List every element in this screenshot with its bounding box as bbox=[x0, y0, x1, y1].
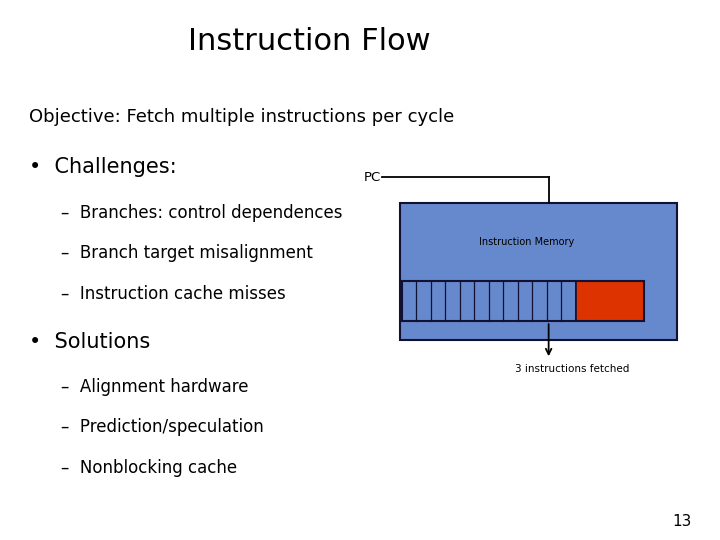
Text: –  Alignment hardware: – Alignment hardware bbox=[61, 378, 248, 396]
Bar bbox=[576, 281, 644, 321]
Text: 3 instructions fetched: 3 instructions fetched bbox=[516, 364, 629, 375]
Text: Objective: Fetch multiple instructions per cycle: Objective: Fetch multiple instructions p… bbox=[29, 108, 454, 126]
Text: •  Solutions: • Solutions bbox=[29, 332, 150, 352]
Text: –  Prediction/speculation: – Prediction/speculation bbox=[61, 418, 264, 436]
Text: 13: 13 bbox=[672, 514, 691, 529]
Text: –  Branches: control dependences: – Branches: control dependences bbox=[61, 204, 343, 221]
Text: –  Nonblocking cache: – Nonblocking cache bbox=[61, 459, 238, 477]
Text: PC: PC bbox=[364, 171, 381, 184]
Bar bbox=[402, 281, 644, 321]
Text: Instruction Memory: Instruction Memory bbox=[480, 237, 575, 247]
Bar bbox=[402, 281, 576, 321]
Text: –  Branch target misalignment: – Branch target misalignment bbox=[61, 244, 313, 262]
Text: •  Challenges:: • Challenges: bbox=[29, 157, 176, 177]
Text: –  Instruction cache misses: – Instruction cache misses bbox=[61, 285, 286, 302]
Bar bbox=[400, 202, 677, 340]
Text: Instruction Flow: Instruction Flow bbox=[189, 27, 431, 56]
